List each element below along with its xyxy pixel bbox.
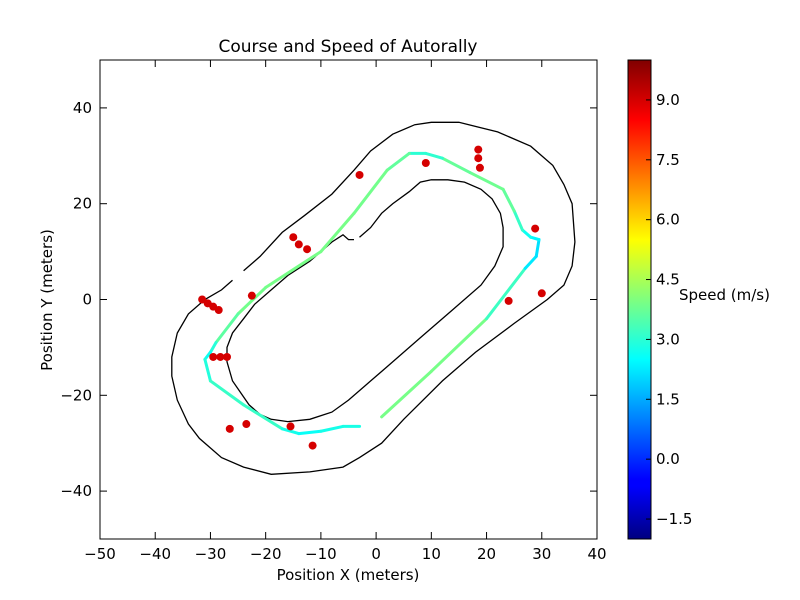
colorbar: [627, 59, 652, 540]
path-segment: [440, 156, 472, 175]
x-tick-label: −40: [139, 545, 171, 563]
x-axis-label: Position X (meters): [277, 566, 420, 584]
speed-point: [289, 233, 298, 242]
colorbar-tick-label: 0.0: [656, 450, 680, 468]
speed-points-layer: [198, 145, 546, 450]
speed-point: [474, 154, 483, 163]
colorbar-label: Speed (m/s): [679, 286, 770, 304]
speed-point: [303, 245, 312, 254]
speed-point: [286, 422, 295, 431]
y-tick-label: 20: [73, 195, 92, 213]
path-segment: [380, 369, 433, 419]
path-segment: [534, 238, 541, 258]
x-tick-label: 40: [587, 545, 606, 563]
x-axis-ticks: −50 −40 −30 −20 −10 0 10 20 30 40: [84, 60, 607, 563]
path-segment: [429, 317, 489, 373]
speed-point: [475, 163, 484, 172]
track-outer-boundary: [171, 121, 576, 475]
x-tick-label: 30: [532, 545, 551, 563]
speed-point: [531, 224, 540, 233]
path-segment: [523, 254, 538, 270]
speed-point: [242, 420, 251, 429]
speed-point: [537, 289, 546, 298]
chart-title: Course and Speed of Autorally: [218, 37, 477, 57]
path-segment: [319, 211, 356, 254]
speed-point: [355, 170, 364, 179]
speed-point: [216, 352, 225, 361]
colorbar-tick-label: 9.0: [656, 91, 680, 109]
colorbar-ticks: −1.5 0.0 1.5 3.0 4.5 6.0 7.5 9.0: [646, 91, 692, 528]
speed-point: [308, 441, 317, 450]
y-tick-label: −20: [60, 386, 92, 404]
path-segment: [512, 209, 524, 232]
x-tick-label: 20: [477, 545, 496, 563]
y-tick-label: 0: [82, 291, 92, 309]
y-axis-ticks: −40 −20 0 20 40: [60, 99, 597, 500]
track-inner-boundary: [226, 179, 504, 423]
path-segment: [203, 350, 212, 361]
y-axis-label: Position Y (meters): [38, 229, 56, 371]
path-segment: [280, 427, 301, 436]
speed-point: [247, 291, 256, 300]
colorbar-tick-label: −1.5: [656, 510, 692, 528]
path-segment: [214, 312, 240, 345]
x-tick-label: 10: [422, 545, 441, 563]
speed-point: [225, 424, 234, 433]
path-segment: [208, 341, 218, 354]
colorbar-tick-label: 7.5: [656, 151, 680, 169]
path-segment: [208, 379, 246, 407]
path-segment: [424, 151, 444, 160]
track-layer: [171, 121, 576, 475]
speed-point: [294, 240, 303, 249]
path-segment: [485, 266, 527, 321]
y-tick-label: 40: [73, 99, 92, 117]
x-tick-label: −50: [84, 545, 116, 563]
path-segment: [264, 250, 323, 290]
speed-point: [223, 352, 232, 361]
y-tick-label: −40: [60, 482, 92, 500]
path-segment: [468, 171, 505, 191]
path-segment: [352, 168, 389, 215]
speed-path-layer: [203, 151, 541, 436]
path-segment: [203, 357, 212, 383]
path-segment: [385, 151, 411, 172]
speed-point: [209, 352, 218, 361]
path-segment: [297, 429, 323, 436]
x-tick-label: −30: [195, 545, 227, 563]
speed-point: [421, 158, 430, 167]
path-segment: [236, 286, 268, 316]
x-tick-label: −10: [305, 545, 337, 563]
path-segment: [501, 187, 516, 213]
speed-point: [504, 296, 513, 305]
x-tick-label: 0: [371, 545, 381, 563]
x-tick-label: −20: [250, 545, 282, 563]
path-segment: [319, 424, 345, 433]
colorbar-tick-label: 3.0: [656, 330, 680, 348]
speed-point: [474, 145, 483, 154]
plot-area: [100, 60, 597, 539]
path-segment: [520, 228, 533, 239]
colorbar-tick-label: 6.0: [656, 211, 680, 229]
speed-point: [214, 306, 223, 315]
colorbar-tick-label: 4.5: [656, 271, 680, 289]
colorbar-tick-label: 1.5: [656, 390, 680, 408]
path-segment: [242, 403, 284, 431]
